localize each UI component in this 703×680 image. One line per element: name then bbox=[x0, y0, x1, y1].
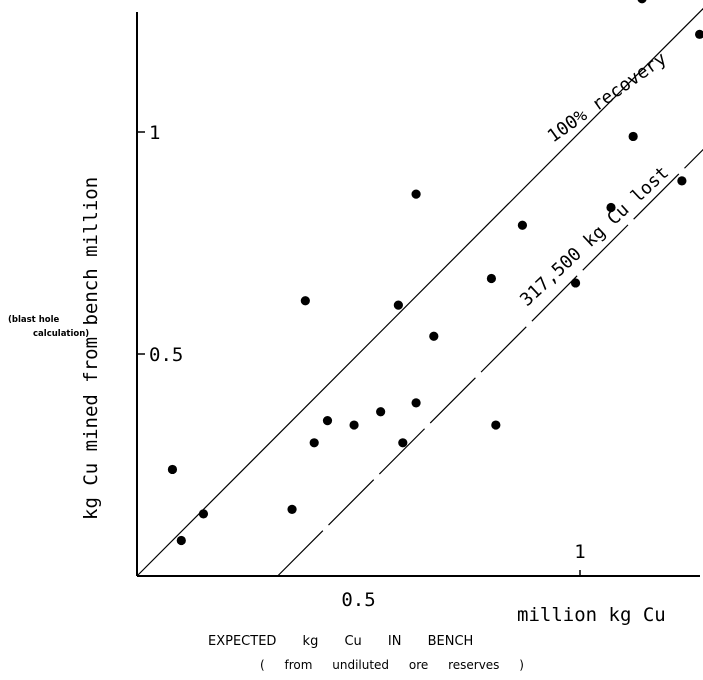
data-point bbox=[300, 296, 310, 306]
data-point bbox=[695, 29, 703, 39]
y-axis-sublabel-1: (blast hole bbox=[8, 315, 60, 325]
cu-lost-line-label: 317,500 kg Cu lost bbox=[516, 162, 673, 310]
data-point bbox=[570, 278, 581, 288]
recovery-line bbox=[136, 7, 703, 577]
data-point bbox=[637, 0, 647, 4]
data-point bbox=[517, 220, 528, 230]
data-point bbox=[393, 300, 403, 310]
data-point bbox=[198, 509, 209, 519]
plot-area: 0.511.52 11.520.5 bbox=[136, 0, 703, 611]
data-point bbox=[309, 438, 319, 448]
y-ticks: 0.511.52 bbox=[137, 122, 183, 366]
x-ticks: 11.520.5 bbox=[341, 541, 585, 611]
x-unit-label: million kg Cu bbox=[517, 604, 666, 626]
data-point bbox=[411, 398, 421, 408]
x-axis-sublabel: ( from undiluted ore reserves ) bbox=[260, 658, 524, 672]
x-axis-label: EXPECTED kg Cu IN BENCH bbox=[208, 634, 473, 649]
data-point bbox=[411, 189, 421, 199]
data-point bbox=[486, 273, 496, 284]
data-point bbox=[167, 464, 178, 475]
data-point bbox=[349, 420, 359, 430]
data-point bbox=[429, 331, 439, 341]
y-axis-sublabel-2: calculation) bbox=[33, 329, 89, 339]
data-points bbox=[167, 0, 703, 546]
data-point bbox=[176, 535, 186, 546]
x-tick-label: 1 bbox=[574, 541, 585, 563]
y-tick-label: 0.5 bbox=[149, 344, 183, 366]
data-point bbox=[677, 176, 687, 186]
cu-lost-line bbox=[277, 148, 703, 577]
y-axis-label: kg Cu mined from bench million bbox=[80, 177, 102, 520]
data-point bbox=[322, 416, 333, 426]
data-point bbox=[287, 504, 297, 514]
x-tick-label: 0.5 bbox=[341, 589, 375, 611]
data-point bbox=[606, 202, 616, 213]
y-tick-label: 1 bbox=[149, 122, 160, 144]
recovery-line-label: 100% recovery bbox=[544, 48, 671, 147]
data-point bbox=[398, 438, 408, 448]
data-point bbox=[376, 407, 386, 417]
data-point bbox=[491, 420, 501, 430]
data-point bbox=[628, 131, 638, 142]
